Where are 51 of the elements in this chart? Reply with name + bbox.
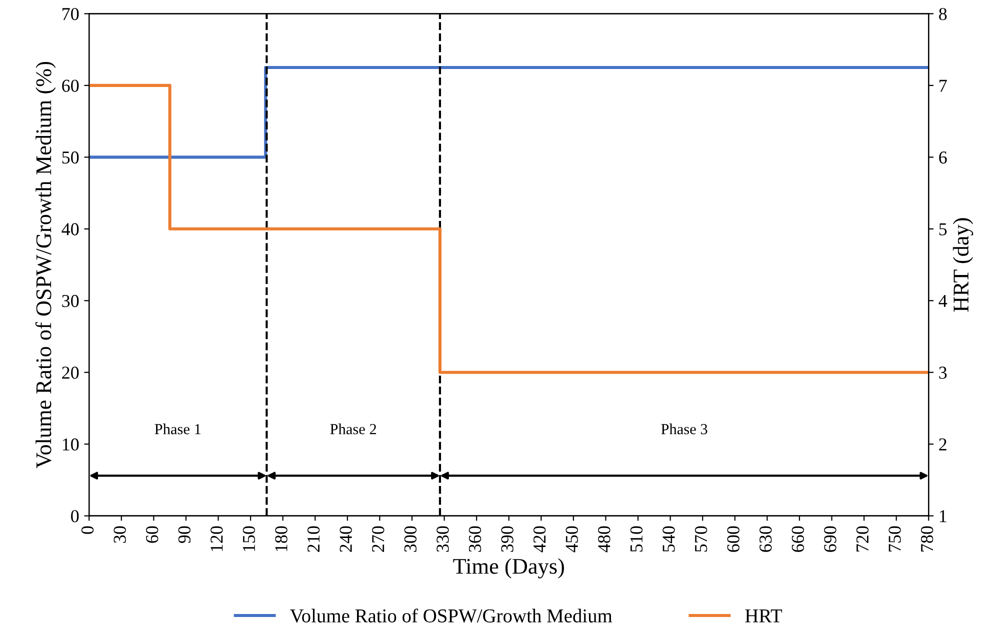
y2-tick-label: 4 xyxy=(938,295,948,307)
y-tick-label: 70 xyxy=(62,8,79,20)
x-tick-label: 390 xyxy=(501,526,514,552)
x-tick-label: 0 xyxy=(81,526,94,534)
x-tick-label: 300 xyxy=(404,526,417,552)
y2-tick-label: 7 xyxy=(940,80,947,92)
y2-axis-title: HRT (day) xyxy=(952,218,974,312)
x-tick-label: 180 xyxy=(275,526,288,552)
y2-tick-label: 1 xyxy=(940,510,946,522)
x-tick-label: 210 xyxy=(307,526,320,552)
legend-label: HRT xyxy=(745,610,782,622)
x-tick-label: 330 xyxy=(436,526,449,552)
x-tick-label: 60 xyxy=(146,526,158,543)
x-tick-label: 690 xyxy=(824,526,836,552)
y-axis-title: Volume Ratio of OSPW/Growth Medium (%) xyxy=(35,62,56,468)
annotation: Phase 3 xyxy=(661,424,708,434)
x-tick-label: 720 xyxy=(856,526,869,552)
x-tick-label: 540 xyxy=(662,526,675,552)
x-tick-label: 150 xyxy=(242,526,256,552)
x-tick-label: 360 xyxy=(468,526,482,552)
y2-tick-label: 2 xyxy=(939,438,946,450)
x-tick-label: 660 xyxy=(792,526,804,552)
x-tick-label: 570 xyxy=(694,526,708,552)
y2-tick-label: 6 xyxy=(939,151,947,164)
x-tick-label: 750 xyxy=(888,526,901,552)
y-tick-label: 60 xyxy=(62,80,79,92)
annotation: Phase 2 xyxy=(330,424,376,434)
y2-tick-label: 3 xyxy=(939,366,947,379)
x-tick-label: 270 xyxy=(372,526,384,552)
x-tick-label: 480 xyxy=(598,526,610,552)
x-tick-label: 420 xyxy=(533,526,546,552)
x-axis-title: Time (Days) xyxy=(453,558,564,578)
x-tick-label: 510 xyxy=(630,526,643,552)
legend-label: Volume Ratio of OSPW/Growth Medium xyxy=(290,608,612,623)
y-tick-label: 20 xyxy=(62,366,79,379)
x-tick-label: 120 xyxy=(210,526,223,552)
x-tick-label: 780 xyxy=(920,526,934,552)
y2-tick-label: 8 xyxy=(939,8,947,20)
y-tick-label: 10 xyxy=(62,438,79,451)
x-tick-label: 450 xyxy=(566,526,578,552)
y-tick-label: 30 xyxy=(62,294,79,308)
y-tick-label: 0 xyxy=(71,510,79,522)
x-tick-label: 600 xyxy=(727,526,740,552)
y-tick-label: 40 xyxy=(62,223,79,236)
x-tick-label: 90 xyxy=(178,526,190,544)
y-tick-label: 50 xyxy=(62,151,79,164)
annotation: Phase 1 xyxy=(154,424,201,434)
y2-tick-label: 5 xyxy=(939,223,947,236)
x-tick-label: 240 xyxy=(340,526,352,552)
x-tick-label: 30 xyxy=(114,526,126,543)
x-tick-label: 630 xyxy=(760,526,772,552)
